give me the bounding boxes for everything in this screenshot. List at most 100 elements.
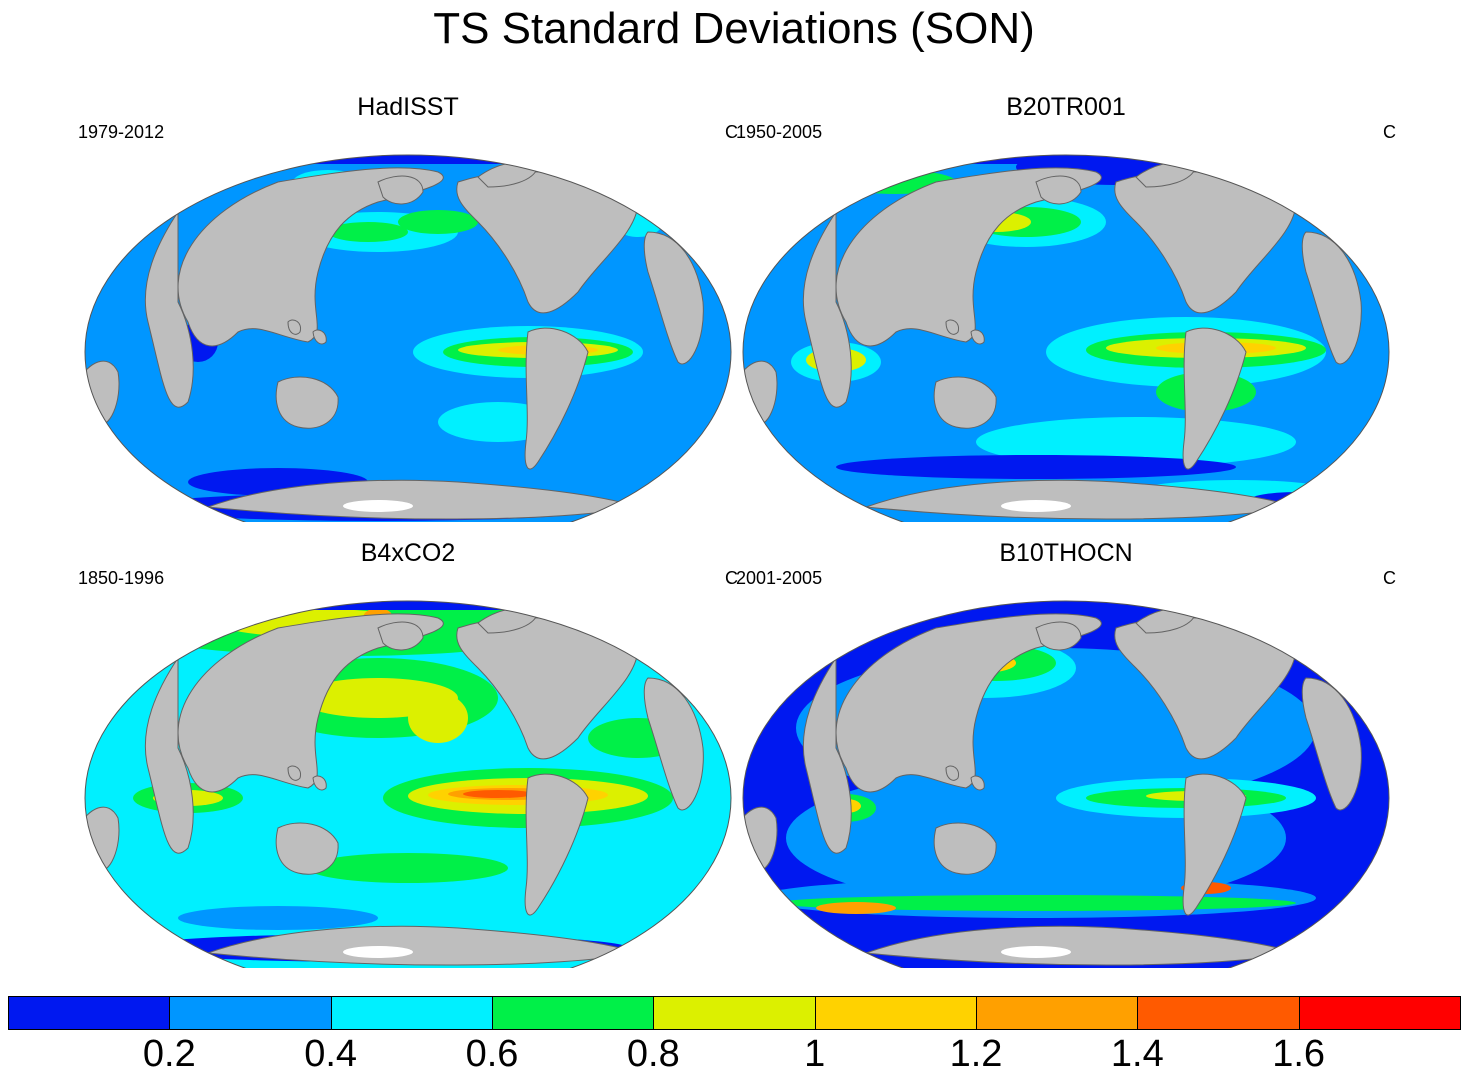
world-map [84,154,732,522]
panel-title: B4xCO2 [360,539,456,567]
continent [177,613,444,793]
continent [287,765,302,781]
greenland [1035,175,1082,205]
sst-contour [178,906,378,930]
continent [312,775,327,791]
colorbar-swatch [169,996,332,1030]
continent [743,806,778,871]
continent [312,329,327,345]
panel-period: 1850-1996 [78,568,165,588]
colorbar-swatch [8,996,171,1030]
continent [802,210,852,408]
continent [643,677,704,811]
continent [524,773,589,916]
continent [287,319,302,335]
colorbar-tick-label: 1.4 [1110,1033,1164,1075]
antarctica [207,479,639,520]
antarctica [865,925,1297,966]
sst-contour [816,902,896,914]
map-content [743,155,1389,522]
map-border [84,600,732,968]
continent [970,329,985,345]
colorbar-tick-label: 1 [804,1033,826,1075]
panel-title: B20TR001 [1006,93,1126,121]
greenland [1035,621,1082,651]
map-content [85,601,731,968]
panel-units: C [1383,568,1396,588]
continent [1182,327,1247,470]
continent [933,376,997,429]
sst-contour [776,895,1296,911]
map-panel-b20tr001: B20TR001 1950-2005 C [736,92,1396,522]
map-content [85,155,731,522]
continent [835,613,1102,793]
ice-shelf [1001,946,1071,958]
colorbar-tick-label: 1.6 [1272,1033,1326,1075]
panel-period: 1979-2012 [78,122,165,142]
colorbar [8,996,1461,1032]
figure-title: TS Standard Deviations (SON) [433,4,1035,53]
continent [743,360,778,425]
map-panel-b10thocn: B10THOCN 2001-2005 C [736,538,1396,968]
sst-contour [328,222,408,242]
ice-shelf [1001,500,1071,512]
map-panel-hadisst: HadISST 1979-2012 C [78,92,738,522]
continent [144,656,194,854]
continent [1182,773,1247,916]
greenland [377,175,424,205]
panel-period: 1950-2005 [736,122,823,142]
continent [970,775,985,791]
sst-contour [398,210,478,234]
colorbar-tick-label: 1.2 [949,1033,1003,1075]
ice-shelf [343,500,413,512]
polar-band-north [743,155,1389,164]
continent [275,822,339,875]
continent [945,765,960,781]
world-map [742,600,1390,968]
map-border [742,600,1390,968]
map-border [84,154,732,522]
world-map [742,154,1390,522]
panel-title: HadISST [357,93,459,121]
colorbar-swatch [653,996,816,1030]
greenland [377,621,424,651]
panel-units: C [1383,122,1396,142]
map-border [742,154,1390,522]
antarctica [865,479,1297,520]
antarctica [207,925,639,966]
colorbar-tick-label: 0.6 [465,1033,519,1075]
world-map [84,600,732,968]
colorbar-swatch [330,996,493,1030]
panel-units: C [725,568,738,588]
panel-title: B10THOCN [999,539,1133,567]
continent [802,656,852,854]
continent [835,167,1102,347]
colorbar-swatch [814,996,977,1030]
continent [177,167,444,347]
polar-band-north [743,601,1389,610]
continent [144,210,194,408]
continent [85,806,120,871]
continent [275,376,339,429]
ice-shelf [343,946,413,958]
colorbar-swatch [1298,996,1461,1030]
continent [85,360,120,425]
sst-contour [836,455,1236,479]
map-content [743,601,1389,968]
sst-contour [463,790,533,798]
continent [1301,677,1362,811]
colorbar-tick-label: 0.4 [304,1033,358,1075]
sst-contour [408,693,468,743]
polar-band-north [85,601,731,610]
continent [933,822,997,875]
continent [524,327,589,470]
map-panel-b4xco2: B4xCO2 1850-1996 C [78,538,738,968]
colorbar-swatch [492,996,655,1030]
colorbar-tick-label: 0.8 [626,1033,680,1075]
continent [643,231,704,365]
colorbar-tick-label: 0.2 [142,1033,196,1075]
continent [1301,231,1362,365]
sst-contour [308,853,508,883]
panel-period: 2001-2005 [736,568,823,588]
colorbar-swatch [976,996,1139,1030]
